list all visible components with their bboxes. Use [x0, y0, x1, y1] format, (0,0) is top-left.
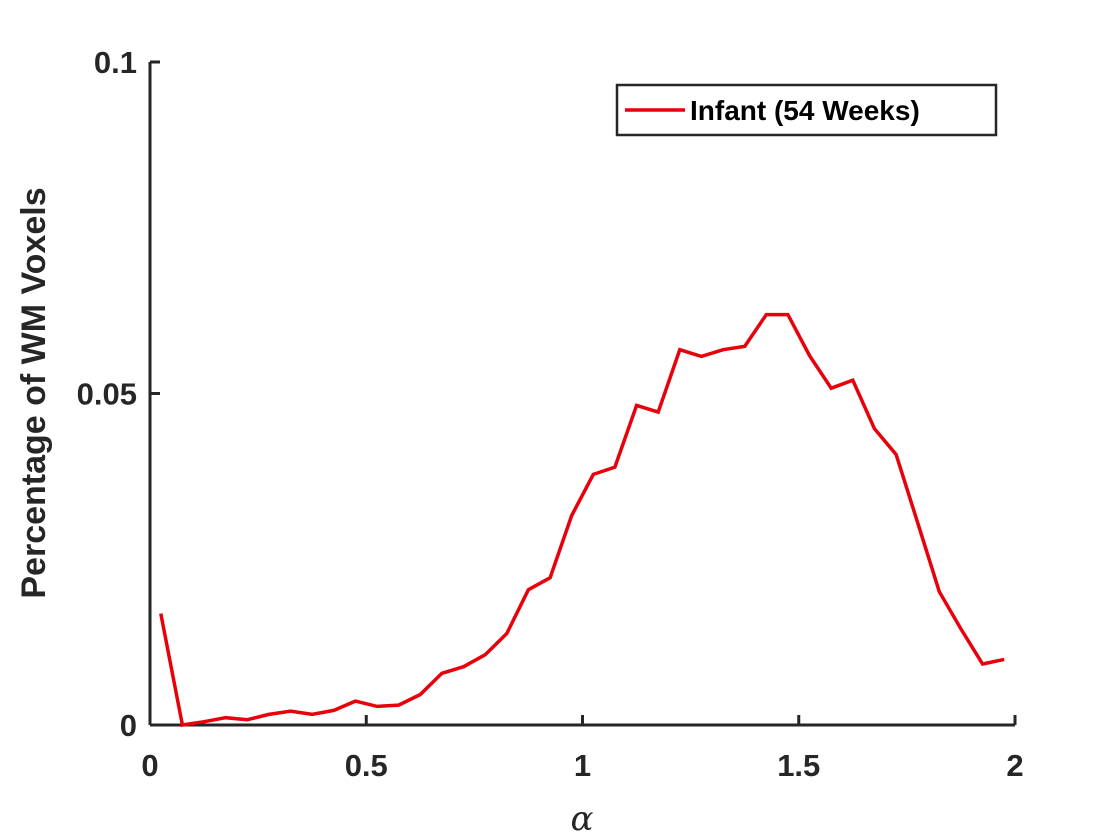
legend: Infant (54 Weeks) [615, 83, 998, 137]
y-tick-label: 0 [120, 708, 137, 743]
axes: 0 0.5 1 1.5 2 0 0.05 0.1 [77, 45, 1024, 783]
y-tick-label: 0.05 [77, 377, 137, 412]
x-tick-label: 1 [574, 748, 591, 783]
x-tick-label: 1.5 [777, 748, 820, 783]
x-tick-label: 0.5 [345, 748, 388, 783]
y-axis-label: Percentage of WM Voxels [15, 187, 53, 598]
plot-area [159, 312, 1005, 727]
series-line [159, 312, 1005, 727]
legend-box [615, 83, 998, 137]
x-axis-label: α [571, 799, 594, 839]
x-tick-label: 0 [141, 748, 158, 783]
x-tick-label: 2 [1006, 748, 1023, 783]
legend-label: Infant (54 Weeks) [690, 95, 920, 126]
y-tick-label: 0.1 [94, 45, 137, 80]
